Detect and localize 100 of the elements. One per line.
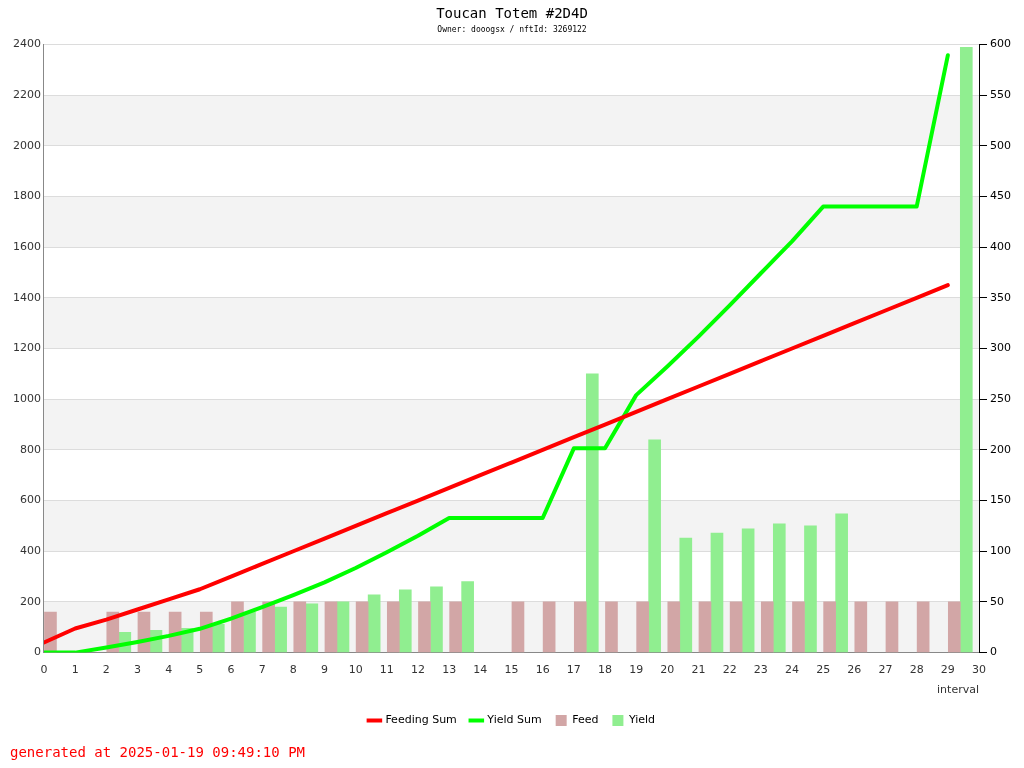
bar: [772, 523, 786, 653]
x-tick-label: 25: [816, 663, 831, 677]
bar: [293, 601, 307, 653]
bar: [854, 601, 868, 653]
x-tick-label: 24: [785, 663, 799, 677]
bar: [386, 601, 400, 653]
y-tick-label: 1400: [12, 290, 41, 304]
y-tick-label: 1600: [12, 239, 41, 253]
y2-tick-label: 200: [990, 442, 1011, 456]
y2-tick-label: 150: [990, 493, 1011, 507]
y-tick-label: 800: [19, 442, 41, 456]
x-tick-label: 20: [660, 663, 675, 677]
x-tick-label: 14: [473, 663, 488, 677]
bar: [336, 601, 350, 653]
bar: [231, 601, 244, 653]
bar: [449, 601, 462, 653]
bar: [461, 581, 474, 653]
bar: [710, 532, 724, 653]
y-tick-label: 2200: [12, 87, 41, 101]
y-tick-label: 2400: [12, 37, 41, 51]
bar: [916, 601, 930, 653]
bar: [648, 439, 661, 653]
bar: [698, 601, 712, 653]
legend-label: Yield Sum: [486, 713, 542, 727]
x-tick-label: 28: [909, 663, 924, 677]
x-tick-label: 26: [847, 663, 862, 677]
legend-label: Feed: [572, 713, 599, 727]
bar: [367, 594, 381, 653]
y2-tick-label: 300: [990, 341, 1011, 355]
legend-label: Yield: [627, 713, 656, 727]
bar: [511, 601, 525, 653]
x-tick-label: 19: [629, 663, 644, 677]
bar: [262, 601, 275, 653]
x-tick-label: 5: [196, 663, 204, 677]
x-tick-label: 7: [258, 663, 266, 677]
x-tick-label: 30: [972, 663, 986, 677]
y-tick-label: 200: [19, 594, 41, 608]
x-tick-label: 16: [535, 663, 550, 677]
y2-tick-label: 0: [990, 645, 997, 659]
y2-tick-label: 350: [990, 290, 1011, 304]
y2-tick-label: 550: [990, 87, 1011, 101]
bar: [636, 601, 649, 653]
bar: [679, 537, 693, 653]
bar: [804, 525, 817, 653]
x-tick-label: 11: [379, 663, 394, 677]
bar: [667, 601, 681, 653]
x-tick-label: 3: [134, 663, 141, 677]
bar: [542, 601, 556, 653]
chart-title: Toucan Totem #2D4D: [436, 5, 588, 22]
y2-tick-label: 450: [990, 189, 1011, 203]
x-tick-label: 13: [442, 663, 457, 677]
bar: [741, 528, 755, 653]
bar: [947, 601, 961, 653]
x-tick-label: 4: [165, 663, 173, 677]
bar: [355, 601, 369, 653]
legend-label: Feeding Sum: [385, 713, 457, 727]
bar: [760, 601, 774, 653]
bar: [324, 601, 338, 653]
x-axis-title: interval: [937, 683, 979, 697]
x-tick-label: 29: [940, 663, 955, 677]
bar: [823, 601, 836, 653]
text: generated at 2025-01-19 09:49:10 PM: [10, 744, 306, 760]
y-tick-label: 1000: [12, 392, 41, 406]
bar: [573, 601, 587, 653]
x-tick-label: 18: [598, 663, 612, 677]
y2-tick-label: 100: [990, 544, 1011, 558]
y-tick-label: 1800: [12, 189, 41, 203]
chart-subtitle: Owner: dooogsx / nftId: 3269122: [437, 24, 587, 34]
x-tick-label: 27: [878, 663, 893, 677]
x-tick-label: 6: [227, 663, 235, 677]
x-tick-label: 22: [722, 663, 737, 677]
y-tick-label: 600: [19, 493, 41, 507]
bar: [398, 589, 412, 653]
x-tick-label: 8: [289, 663, 297, 677]
x-tick-label: 15: [504, 663, 519, 677]
bar: [211, 623, 225, 653]
x-tick-label: 1: [71, 663, 79, 677]
y2-tick-label: 500: [990, 138, 1011, 152]
bar: [430, 586, 443, 653]
bar: [959, 47, 973, 653]
bar: [605, 601, 618, 653]
bar: [792, 601, 805, 653]
bar: [835, 513, 848, 653]
bar: [585, 373, 599, 653]
bar: [885, 601, 899, 653]
bar: [729, 601, 743, 653]
y2-tick-label: 250: [990, 392, 1011, 406]
bar: [274, 606, 287, 653]
y-tick-label: 2000: [12, 138, 41, 152]
x-tick-label: 2: [102, 663, 110, 677]
bar: [305, 603, 319, 653]
y-tick-label: 0: [33, 645, 41, 659]
x-tick-label: 12: [411, 663, 425, 677]
x-tick-label: 23: [753, 663, 768, 677]
x-tick-label: 9: [321, 663, 328, 677]
x-tick-label: 10: [348, 663, 363, 677]
y2-tick-label: 400: [990, 239, 1011, 253]
y-tick-label: 400: [19, 544, 41, 558]
bar: [418, 601, 431, 653]
y2-tick-label: 50: [990, 594, 1004, 608]
